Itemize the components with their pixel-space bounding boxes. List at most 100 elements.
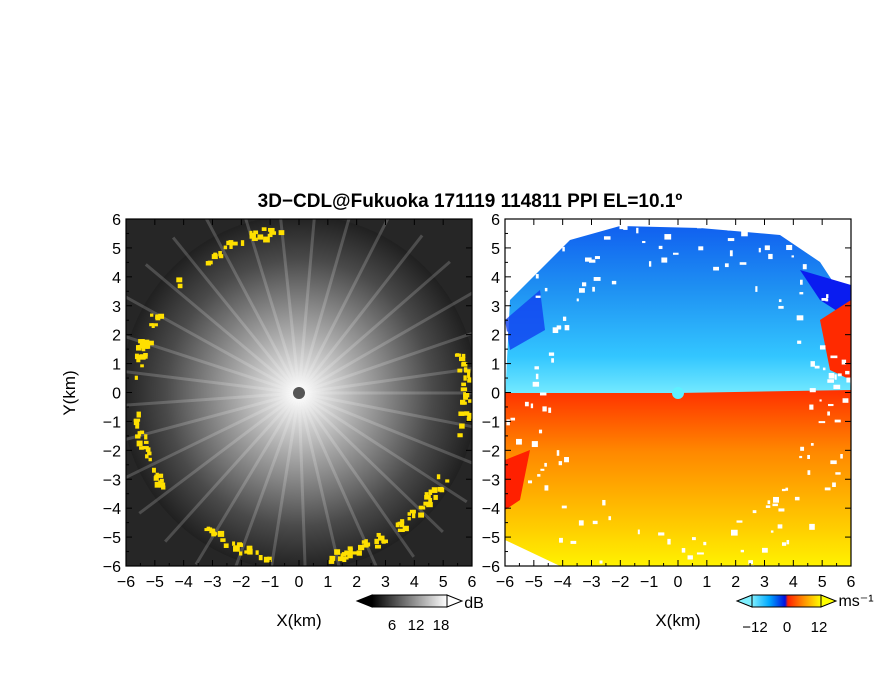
echo-mark: [334, 549, 341, 555]
snr-ray: [298, 331, 472, 395]
missing-data: [698, 246, 704, 251]
echo-mark: [464, 411, 470, 416]
echo-mark: [261, 227, 267, 231]
echo-mark: [244, 550, 250, 554]
echo-mark: [223, 245, 228, 250]
echo-mark: [154, 481, 160, 488]
missing-data: [794, 496, 800, 501]
echo-mark: [463, 375, 467, 381]
missing-data: [540, 468, 545, 471]
missing-data: [824, 487, 831, 491]
echo-mark: [140, 364, 144, 368]
missing-data: [834, 374, 837, 380]
missing-data: [552, 327, 559, 334]
missing-data: [538, 429, 543, 434]
y-tick-label: 1: [112, 357, 121, 374]
echo-mark: [134, 375, 138, 380]
echo-mark: [459, 423, 465, 429]
missing-data: [799, 455, 803, 459]
x-tick-label: −2: [611, 574, 629, 591]
echo-mark: [457, 368, 463, 373]
echo-mark: [258, 555, 263, 561]
snr-ray: [164, 391, 301, 543]
snr-ray: [298, 260, 451, 395]
missing-data: [740, 549, 744, 553]
y-tick-label: −4: [482, 501, 500, 518]
y-tick-label: −3: [103, 472, 121, 489]
missing-data: [681, 568, 684, 570]
missing-data: [802, 264, 807, 270]
echo-mark: [433, 494, 438, 500]
echo-mark: [428, 497, 433, 504]
missing-data: [603, 236, 611, 240]
x-tick-label: 0: [674, 574, 683, 591]
echo-mark: [144, 339, 150, 346]
x-tick-label: −6: [117, 574, 135, 591]
echo-mark: [154, 474, 160, 478]
echo-mark: [234, 545, 238, 551]
missing-data: [752, 510, 757, 514]
echo-mark: [428, 489, 433, 495]
echo-mark: [141, 355, 148, 359]
missing-data: [498, 440, 503, 442]
echo-mark: [236, 543, 244, 547]
missing-data: [524, 401, 529, 407]
echo-mark: [381, 540, 386, 544]
missing-data: [739, 262, 747, 265]
missing-data: [611, 280, 617, 285]
x-tick-label: 0: [295, 574, 304, 591]
echo-mark: [467, 412, 472, 419]
snr-cb-tick: 12: [408, 617, 425, 634]
x-tick-label: 2: [731, 574, 740, 591]
missing-data: [841, 359, 847, 365]
snr-ray: [234, 392, 301, 566]
echo-mark: [136, 358, 141, 363]
echo-mark: [251, 237, 258, 242]
missing-data: [535, 274, 539, 279]
echo-mark: [329, 555, 336, 561]
missing-data: [842, 398, 849, 403]
echo-mark: [229, 243, 233, 249]
missing-data: [800, 446, 805, 451]
missing-data: [527, 480, 533, 484]
snr-ray: [297, 234, 424, 394]
snr-ray: [270, 392, 301, 566]
x-axis-label-left: X(km): [276, 611, 321, 630]
echo-mark: [154, 323, 158, 327]
echo-mark: [348, 547, 353, 554]
missing-data: [703, 541, 707, 546]
missing-data: [578, 520, 584, 526]
y-tick-label: −3: [482, 472, 500, 489]
missing-data: [837, 373, 842, 377]
missing-data: [593, 277, 601, 281]
y-tick-label: −5: [482, 530, 500, 547]
y-tick-label: −2: [103, 443, 121, 460]
missing-data: [778, 508, 785, 512]
missing-data: [755, 286, 758, 292]
missing-data: [819, 399, 822, 402]
snr-ray: [126, 391, 300, 480]
echo-mark: [247, 548, 253, 555]
missing-data: [544, 462, 547, 467]
missing-data: [834, 419, 841, 423]
y-tick-label: 5: [491, 241, 500, 258]
echo-mark: [136, 440, 143, 447]
missing-data: [748, 560, 753, 565]
missing-data: [537, 474, 541, 477]
missing-data: [672, 252, 679, 255]
missing-data: [579, 288, 585, 293]
echo-mark: [232, 241, 238, 246]
x-tick-label: 4: [789, 574, 798, 591]
velocity-colorbar-unit: ms⁻¹: [838, 593, 873, 610]
missing-data: [830, 460, 837, 465]
echo-mark: [135, 434, 141, 439]
echo-mark: [135, 423, 140, 429]
y-tick-label: −6: [103, 559, 121, 576]
echo-mark: [418, 512, 425, 518]
missing-data: [564, 457, 569, 463]
echo-mark: [395, 522, 400, 528]
x-tick-label: 2: [352, 574, 361, 591]
echo-mark: [460, 399, 466, 405]
echo-mark: [363, 542, 371, 547]
y-tick-label: 3: [491, 299, 500, 316]
